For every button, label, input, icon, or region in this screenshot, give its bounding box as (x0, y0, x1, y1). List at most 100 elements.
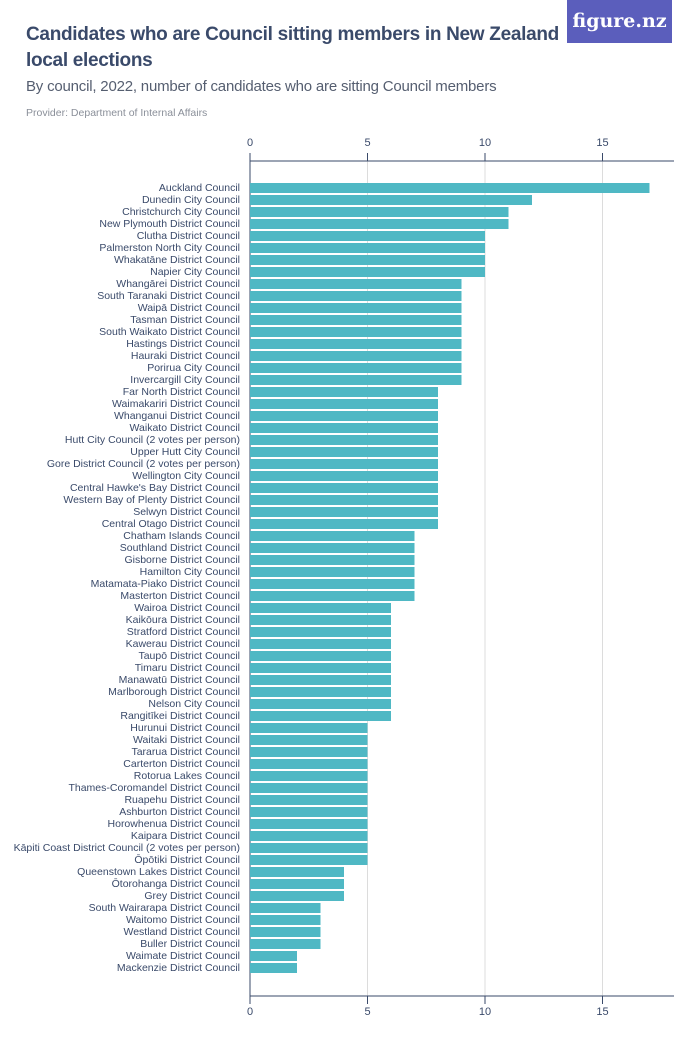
bar[interactable] (250, 399, 438, 409)
bar[interactable] (250, 855, 368, 865)
bar[interactable] (250, 327, 462, 337)
category-label: Gore District Council (2 votes per perso… (47, 458, 240, 470)
category-label: Tasman District Council (130, 314, 240, 326)
bar[interactable] (250, 915, 321, 925)
category-label: Stratford District Council (127, 626, 240, 638)
bar[interactable] (250, 807, 368, 817)
bar[interactable] (250, 711, 391, 721)
bar[interactable] (250, 531, 415, 541)
bar[interactable] (250, 315, 462, 325)
bar[interactable] (250, 363, 462, 373)
bar[interactable] (250, 627, 391, 637)
bar[interactable] (250, 435, 438, 445)
bar[interactable] (250, 687, 391, 697)
category-label: Thames-Coromandel District Council (68, 782, 240, 794)
bar[interactable] (250, 411, 438, 421)
bar[interactable] (250, 243, 485, 253)
x-tick-label-bottom: 0 (247, 1006, 253, 1018)
bar[interactable] (250, 303, 462, 313)
category-label: Waipā District Council (138, 302, 240, 314)
category-label: Invercargill City Council (130, 374, 240, 386)
x-tick-label-bottom: 10 (479, 1006, 491, 1018)
bar[interactable] (250, 927, 321, 937)
bar[interactable] (250, 195, 532, 205)
category-label: Central Hawke's Bay District Council (70, 482, 240, 494)
bar[interactable] (250, 891, 344, 901)
bar[interactable] (250, 279, 462, 289)
category-label: Wairoa District Council (134, 602, 240, 614)
category-label: Palmerston North City Council (99, 242, 240, 254)
bar[interactable] (250, 267, 485, 277)
bar[interactable] (250, 663, 391, 673)
bar[interactable] (250, 579, 415, 589)
bar[interactable] (250, 675, 391, 685)
category-label: Kawerau District Council (126, 638, 240, 650)
bar[interactable] (250, 831, 368, 841)
bar[interactable] (250, 903, 321, 913)
bar[interactable] (250, 351, 462, 361)
bar[interactable] (250, 723, 368, 733)
category-label: Ōtorohanga District Council (112, 878, 240, 890)
bar[interactable] (250, 459, 438, 469)
bar[interactable] (250, 963, 297, 973)
bar[interactable] (250, 867, 344, 877)
bar[interactable] (250, 231, 485, 241)
bar[interactable] (250, 255, 485, 265)
category-label: Clutha District Council (137, 230, 240, 242)
category-label: Central Otago District Council (102, 518, 240, 530)
bar[interactable] (250, 447, 438, 457)
category-label: Chatham Islands Council (123, 530, 240, 542)
bar[interactable] (250, 735, 368, 745)
chart-title: Candidates who are Council sitting membe… (26, 24, 559, 71)
bar[interactable] (250, 951, 297, 961)
bar[interactable] (250, 939, 321, 949)
figure-nz-logo[interactable]: figure.nz (567, 0, 672, 43)
bar[interactable] (250, 759, 368, 769)
bar[interactable] (250, 555, 415, 565)
category-label: Kaikōura District Council (126, 614, 240, 626)
bar[interactable] (250, 519, 438, 529)
bar[interactable] (250, 507, 438, 517)
bar[interactable] (250, 495, 438, 505)
category-label: South Wairarapa District Council (89, 902, 240, 914)
category-label: Ashburton District Council (119, 806, 240, 818)
bar[interactable] (250, 879, 344, 889)
bar[interactable] (250, 651, 391, 661)
bar[interactable] (250, 339, 462, 349)
category-label: Whangārei District Council (116, 278, 240, 290)
bar[interactable] (250, 375, 462, 385)
bar[interactable] (250, 183, 650, 193)
bar[interactable] (250, 291, 462, 301)
category-label: Whanganui District Council (114, 410, 240, 422)
bar[interactable] (250, 207, 509, 217)
category-label: Selwyn District Council (133, 506, 240, 518)
bar[interactable] (250, 771, 368, 781)
bar[interactable] (250, 747, 368, 757)
bar[interactable] (250, 483, 438, 493)
category-label: Rangitīkei District Council (120, 710, 240, 722)
bar[interactable] (250, 423, 438, 433)
bar[interactable] (250, 615, 391, 625)
bar[interactable] (250, 843, 368, 853)
category-label: Queenstown Lakes District Council (77, 866, 240, 878)
x-tick-label-top: 10 (479, 137, 491, 149)
category-label: Porirua City Council (147, 362, 240, 374)
bar[interactable] (250, 543, 415, 553)
x-tick-label-bottom: 15 (596, 1006, 608, 1018)
bar[interactable] (250, 387, 438, 397)
bar[interactable] (250, 639, 391, 649)
bar[interactable] (250, 795, 368, 805)
bar[interactable] (250, 819, 368, 829)
bar[interactable] (250, 783, 368, 793)
category-label: Hamilton City Council (140, 566, 240, 578)
bar[interactable] (250, 591, 415, 601)
category-label: Christchurch City Council (122, 206, 240, 218)
bar[interactable] (250, 219, 509, 229)
bar[interactable] (250, 471, 438, 481)
category-label: Hauraki District Council (131, 350, 240, 362)
bar[interactable] (250, 603, 391, 613)
bar[interactable] (250, 699, 391, 709)
x-tick-label-top: 0 (247, 137, 253, 149)
bar[interactable] (250, 567, 415, 577)
